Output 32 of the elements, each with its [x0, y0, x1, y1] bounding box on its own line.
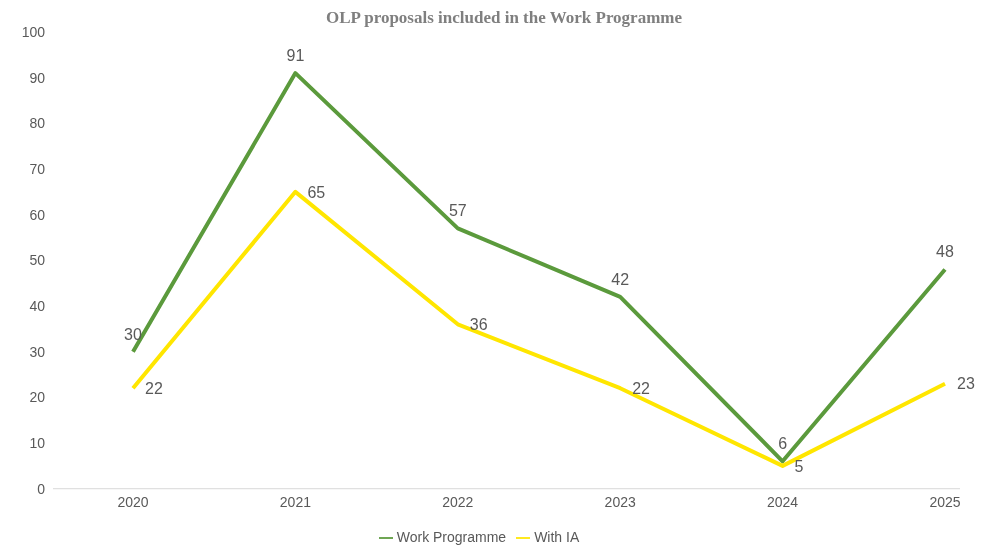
data-label: 57 [448, 202, 467, 220]
data-label: 91 [286, 47, 305, 65]
data-label: 36 [469, 315, 488, 333]
data-label: 30 [124, 325, 142, 343]
data-label: 22 [145, 379, 163, 397]
data-label: 22 [632, 379, 651, 397]
data-label: 6 [778, 435, 788, 453]
x-tick-label: 2024 [767, 493, 799, 510]
data-label: 65 [307, 183, 326, 201]
x-tick-label: 2022 [442, 493, 474, 510]
y-tick-label: 80 [29, 115, 46, 132]
y-tick-label: 100 [21, 23, 46, 40]
y-tick-label: 0 [37, 480, 46, 497]
y-tick-label: 10 [29, 435, 46, 451]
legend-label: Work Programme [396, 528, 507, 545]
y-tick-label: 70 [29, 160, 46, 177]
data-label: 5 [794, 457, 804, 475]
y-tick-label: 30 [29, 343, 46, 360]
x-tick-label: 2023 [604, 493, 636, 510]
x-tick-label: 2020 [117, 493, 149, 510]
data-label: 48 [936, 243, 954, 261]
x-tick-label: 2021 [279, 493, 312, 510]
y-tick-label: 20 [29, 389, 46, 406]
legend-label: With IA [534, 528, 580, 545]
chart-title: OLP proposals included in the Work Programme [325, 8, 683, 27]
y-tick-label: 50 [29, 252, 46, 269]
x-tick-label: 2025 [929, 493, 961, 510]
y-tick-label: 40 [29, 297, 46, 314]
y-tick-label: 90 [29, 69, 46, 86]
data-label: 23 [957, 375, 975, 393]
data-label: 42 [611, 270, 630, 288]
y-tick-label: 60 [29, 206, 46, 223]
